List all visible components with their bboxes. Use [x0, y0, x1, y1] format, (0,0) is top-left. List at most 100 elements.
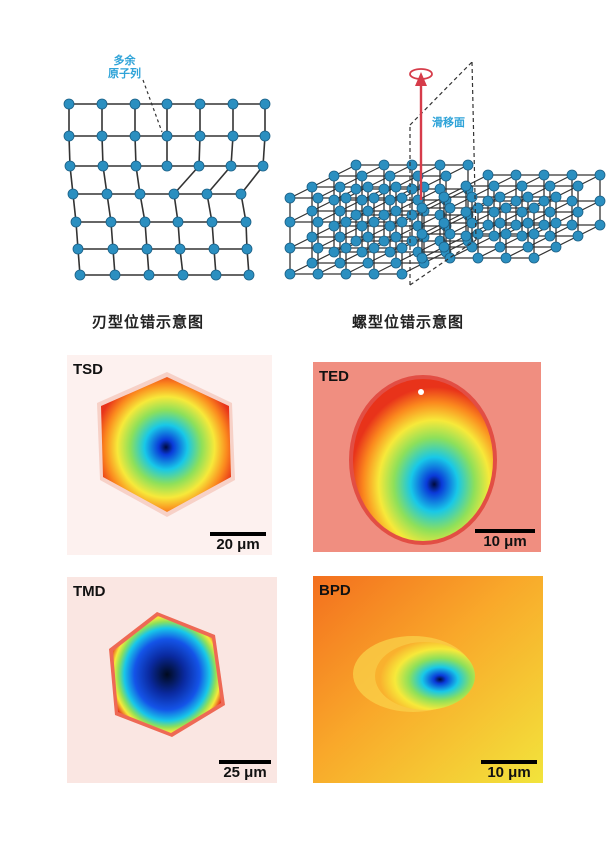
- atom: [139, 216, 151, 228]
- atom: [538, 169, 550, 181]
- atom: [67, 188, 79, 200]
- atom: [334, 257, 346, 269]
- atom: [172, 216, 184, 228]
- atom: [243, 269, 255, 281]
- atom: [378, 183, 390, 195]
- atom: [438, 241, 450, 253]
- atom: [141, 243, 153, 255]
- atom: [105, 216, 117, 228]
- atom: [390, 231, 402, 243]
- atom: [193, 160, 205, 172]
- atom: [482, 219, 494, 231]
- bond: [533, 224, 601, 259]
- atom: [129, 98, 141, 110]
- tmd-label: TMD: [73, 583, 106, 600]
- atom: [488, 230, 500, 242]
- atom: [378, 159, 390, 171]
- ted-heatmap: [349, 375, 497, 545]
- atom: [362, 257, 374, 269]
- atom: [284, 216, 296, 228]
- atom: [134, 188, 146, 200]
- bpd-image: BPD 10 μm: [313, 576, 543, 783]
- extra-atom-column-annotation: 多余 原子列: [108, 54, 141, 80]
- atom: [528, 202, 540, 214]
- tmd-scale-text: 25 μm: [223, 764, 267, 781]
- tmd-image: TMD 25 μm: [67, 577, 277, 783]
- atom: [482, 169, 494, 181]
- atom: [538, 195, 550, 207]
- atom: [390, 257, 402, 269]
- atom: [143, 269, 155, 281]
- atom: [416, 252, 428, 264]
- atom: [350, 235, 362, 247]
- atom: [362, 231, 374, 243]
- atom: [494, 241, 506, 253]
- atom: [101, 188, 113, 200]
- atom: [510, 169, 522, 181]
- atom: [356, 194, 368, 206]
- bpd-heatmap: [313, 576, 543, 783]
- atom: [460, 180, 472, 192]
- atom: [368, 242, 380, 254]
- bpd-label: BPD: [319, 582, 351, 599]
- atom: [284, 242, 296, 254]
- atom: [201, 188, 213, 200]
- atom: [177, 269, 189, 281]
- atom: [488, 206, 500, 218]
- atom: [434, 159, 446, 171]
- bpd-scale-line: [481, 760, 537, 764]
- atom: [494, 191, 506, 203]
- atom: [466, 241, 478, 253]
- atom: [488, 180, 500, 192]
- atom: [516, 180, 528, 192]
- annotation-line-1: 多余: [113, 54, 136, 67]
- annotation-pointer: [142, 79, 163, 133]
- atom: [312, 242, 324, 254]
- atom: [466, 217, 478, 229]
- atom: [259, 98, 271, 110]
- atom: [460, 206, 472, 218]
- atom: [129, 130, 141, 142]
- atom: [356, 170, 368, 182]
- atom: [522, 217, 534, 229]
- dislocation-diagrams: [63, 61, 606, 286]
- ted-image: TED 10 μm: [313, 362, 541, 552]
- screw-dislocation-caption: 螺型位错示意图: [352, 313, 465, 331]
- atom: [566, 219, 578, 231]
- atom: [206, 216, 218, 228]
- atom: [482, 195, 494, 207]
- tmd-scale-line: [219, 760, 271, 764]
- atom: [130, 160, 142, 172]
- atom: [594, 219, 606, 231]
- atom: [462, 159, 474, 171]
- tsd-scale-text: 20 μm: [216, 536, 260, 553]
- atom: [312, 192, 324, 204]
- atom: [63, 130, 75, 142]
- bond: [449, 174, 517, 209]
- atom: [72, 243, 84, 255]
- atom: [368, 216, 380, 228]
- atom: [97, 160, 109, 172]
- atom: [328, 170, 340, 182]
- atom: [544, 230, 556, 242]
- atom: [350, 183, 362, 195]
- atom: [522, 241, 534, 253]
- atom: [544, 180, 556, 192]
- atom: [161, 160, 173, 172]
- atom: [522, 191, 534, 203]
- atom: [96, 98, 108, 110]
- atom: [444, 202, 456, 214]
- atom: [107, 243, 119, 255]
- tmd-heatmap: [109, 612, 225, 737]
- atom: [538, 219, 550, 231]
- edge-dislocation-lattice: [63, 79, 271, 281]
- ted-scale-bar: 10 μm: [475, 529, 535, 550]
- atom: [306, 257, 318, 269]
- atom: [516, 206, 528, 218]
- atom: [340, 192, 352, 204]
- ted-label: TED: [319, 368, 349, 385]
- atom: [378, 235, 390, 247]
- atom: [444, 228, 456, 240]
- atom: [174, 243, 186, 255]
- atom: [210, 269, 222, 281]
